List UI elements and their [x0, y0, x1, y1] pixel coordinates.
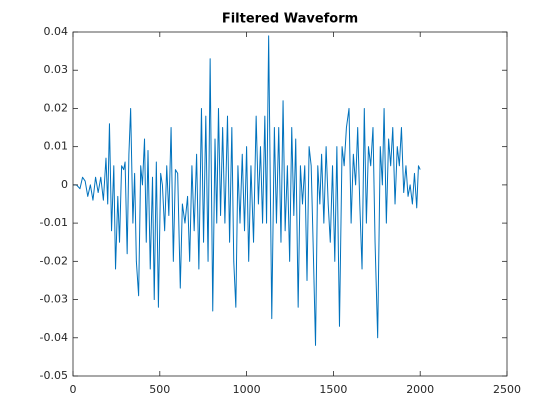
x-tick-label: 0	[70, 383, 77, 396]
axes-box	[72, 31, 508, 377]
y-tick-label: -0.05	[40, 369, 68, 382]
chart-title: Filtered Waveform	[222, 12, 358, 27]
y-tick-label: -0.01	[40, 216, 68, 229]
y-tick-label: -0.04	[40, 331, 68, 344]
y-tick-label: -0.03	[40, 293, 68, 306]
x-tick-label: 2500	[493, 383, 521, 396]
x-tick-label: 1000	[233, 383, 261, 396]
x-tick-label: 1500	[319, 383, 347, 396]
y-tick-label: 0.04	[44, 25, 69, 38]
y-tick-label: 0.02	[44, 101, 69, 114]
y-tick-label: -0.02	[40, 254, 68, 267]
y-tick-label: 0	[61, 178, 68, 191]
y-tick-label: 0.01	[44, 140, 69, 153]
y-tick-label: 0.03	[44, 63, 69, 76]
x-tick-label: 500	[149, 383, 170, 396]
waveform-line	[73, 35, 421, 346]
x-tick-label: 2000	[406, 383, 434, 396]
